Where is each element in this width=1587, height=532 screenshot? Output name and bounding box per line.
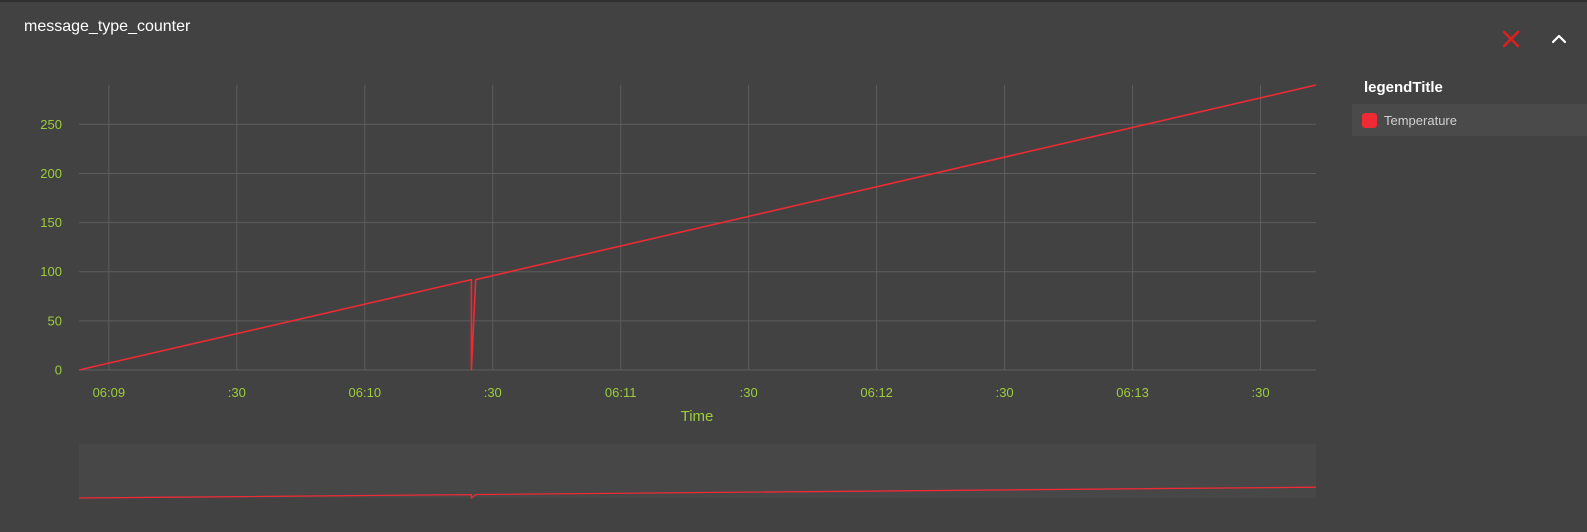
x-tick-label: 06:12 (860, 385, 893, 400)
y-tick-label: 50 (48, 313, 62, 328)
x-axis-ticks: 06:09 :30 06:10 :30 06:11 :30 06:12 :30 06:13 :30 (93, 385, 1270, 400)
legend-item-temperature[interactable]: Temperature (1352, 104, 1587, 136)
legend-label: Temperature (1384, 112, 1457, 128)
y-tick-label: 150 (40, 215, 62, 230)
y-axis-ticks: 0 50 100 150 200 250 (40, 117, 62, 378)
overview-brush[interactable] (79, 444, 1316, 498)
legend: legendTitle Temperature (1352, 76, 1587, 136)
chevron-up-icon (1551, 34, 1567, 44)
grid (79, 85, 1316, 371)
y-tick-label: 0 (55, 363, 62, 378)
x-tick-label: :30 (996, 385, 1014, 400)
x-tick-label: :30 (228, 385, 246, 400)
close-button[interactable] (1498, 26, 1524, 52)
overview-series (78, 486, 1317, 500)
x-tick-label: 06:13 (1116, 385, 1149, 400)
legend-swatch (1362, 112, 1377, 128)
close-icon (1502, 30, 1520, 48)
legend-title: legendTitle (1364, 79, 1443, 96)
x-tick-label: 06:11 (605, 385, 637, 400)
collapse-button[interactable] (1546, 26, 1572, 52)
y-tick-label: 100 (40, 264, 62, 279)
series-lines (78, 84, 1317, 371)
x-tick-label: :30 (740, 385, 758, 400)
y-tick-label: 250 (40, 117, 62, 132)
line-chart: 0 50 100 150 200 250 06:09 :30 06:10 :30 06:11 :30… (40, 84, 1317, 500)
x-tick-label: 06:09 (93, 385, 126, 400)
x-axis-label: Time (681, 408, 714, 425)
overview-line-temperature (78, 486, 1317, 500)
y-tick-label: 200 (40, 166, 62, 181)
panel-title: message_type_counter (24, 18, 191, 35)
x-tick-label: 06:10 (349, 385, 382, 400)
x-tick-label: :30 (1252, 385, 1270, 400)
x-tick-label: :30 (484, 385, 502, 400)
series-line-temperature (78, 84, 1317, 371)
